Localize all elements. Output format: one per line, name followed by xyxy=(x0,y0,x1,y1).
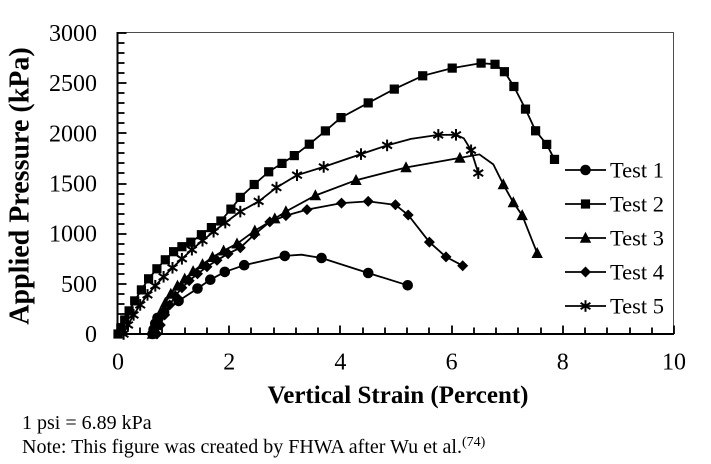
svg-text:1000: 1000 xyxy=(49,222,97,248)
svg-text:3000: 3000 xyxy=(49,21,97,47)
svg-text:Test 1: Test 1 xyxy=(610,158,664,183)
svg-text:0: 0 xyxy=(112,350,124,376)
svg-text:8: 8 xyxy=(557,350,569,376)
svg-text:Test 2: Test 2 xyxy=(610,192,664,217)
svg-text:Test 5: Test 5 xyxy=(610,294,664,319)
svg-text:6: 6 xyxy=(446,350,458,376)
svg-text:2000: 2000 xyxy=(49,121,97,147)
svg-text:Vertical Strain (Percent): Vertical Strain (Percent) xyxy=(267,382,528,409)
svg-text:4: 4 xyxy=(334,350,346,376)
svg-text:Test 4: Test 4 xyxy=(610,260,664,285)
svg-text:Note: This figure was created: Note: This figure was created by FHWA af… xyxy=(22,435,486,458)
svg-text:Test 3: Test 3 xyxy=(610,226,664,251)
svg-text:10: 10 xyxy=(662,350,686,376)
svg-text:0: 0 xyxy=(85,322,97,348)
svg-text:1 psi = 6.89 kPa: 1 psi = 6.89 kPa xyxy=(22,412,152,434)
svg-text:500: 500 xyxy=(61,272,97,298)
svg-text:1500: 1500 xyxy=(49,172,97,198)
svg-text:Applied Pressure (kPa): Applied Pressure (kPa) xyxy=(5,47,36,324)
svg-text:2500: 2500 xyxy=(49,71,97,97)
svg-text:2: 2 xyxy=(223,350,235,376)
